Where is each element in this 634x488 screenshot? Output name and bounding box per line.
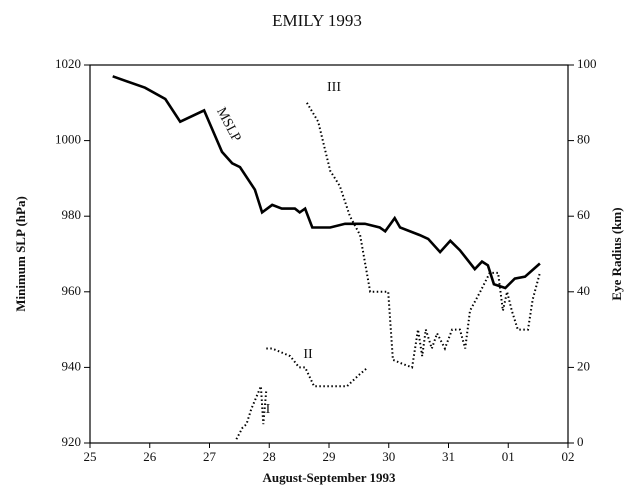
x-tick-label: 26: [143, 449, 157, 464]
y-tick-label: 1000: [55, 132, 81, 147]
y2-tick-label: 40: [577, 283, 590, 298]
x-tick-label: 01: [502, 449, 515, 464]
y-tick-label: 920: [62, 434, 82, 449]
y2-tick-label: 0: [577, 434, 584, 449]
x-axis-label: August-September 1993: [262, 470, 396, 485]
x-tick-label: 25: [84, 449, 97, 464]
y2-tick-label: 60: [577, 207, 590, 222]
data-line: [306, 102, 541, 369]
x-tick-label: 27: [203, 449, 217, 464]
data-line: [266, 347, 369, 388]
series-annotation: III: [327, 80, 341, 95]
y2-tick-label: 20: [577, 358, 590, 373]
series-annotation: I: [266, 402, 271, 417]
data-line: [235, 385, 268, 440]
x-tick-label: 30: [382, 449, 395, 464]
y-tick-label: 940: [62, 358, 82, 373]
data-line: [112, 75, 541, 290]
y2-tick-label: 100: [577, 56, 597, 71]
series-annotation: II: [303, 347, 313, 362]
x-tick-label: 31: [442, 449, 455, 464]
plot-frame: [89, 64, 569, 444]
chart-title: EMILY 1993: [272, 11, 362, 30]
y2-axis-label: Eye Radius (km): [609, 207, 624, 300]
y2-tick-label: 80: [577, 132, 590, 147]
y-tick-label: 1020: [55, 56, 81, 71]
y-tick-label: 960: [62, 283, 82, 298]
x-tick-label: 28: [263, 449, 276, 464]
x-tick-label: 02: [562, 449, 575, 464]
x-tick-label: 29: [323, 449, 336, 464]
y-axis-label: Minimum SLP (hPa): [13, 196, 28, 312]
y-tick-label: 980: [62, 207, 82, 222]
